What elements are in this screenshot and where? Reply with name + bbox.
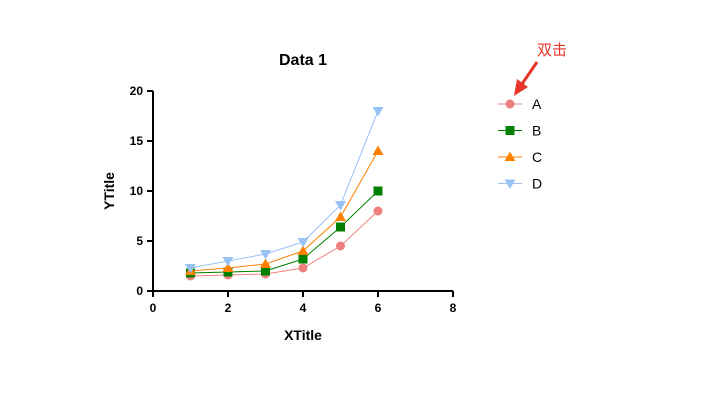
legend-label: C bbox=[532, 149, 542, 165]
x-tick-label: 6 bbox=[375, 301, 382, 315]
series-B bbox=[186, 186, 383, 278]
data-point bbox=[373, 186, 383, 196]
x-tick-label: 2 bbox=[225, 301, 232, 315]
data-point bbox=[373, 206, 383, 216]
y-tick-label: 15 bbox=[130, 134, 144, 148]
data-point bbox=[261, 266, 270, 276]
data-point bbox=[222, 257, 234, 267]
series-C bbox=[185, 145, 384, 275]
y-tick-label: 0 bbox=[136, 284, 143, 298]
legend-item-B: B bbox=[498, 123, 541, 139]
y-tick-label: 20 bbox=[130, 84, 144, 98]
legend-marker-icon bbox=[505, 126, 515, 135]
y-tick-label: 5 bbox=[136, 234, 143, 248]
series-line bbox=[190, 210, 379, 277]
legend-item-D: D bbox=[498, 176, 542, 192]
data-point bbox=[372, 145, 384, 155]
annotation-text: 双击 bbox=[537, 42, 567, 59]
data-point bbox=[298, 263, 308, 273]
x-tick-label: 8 bbox=[450, 301, 457, 315]
data-point bbox=[372, 107, 384, 117]
legend-item-C: C bbox=[498, 149, 542, 165]
data-point bbox=[335, 201, 346, 211]
series-D bbox=[185, 107, 384, 274]
legend-marker-icon bbox=[504, 179, 516, 189]
series-line bbox=[190, 150, 379, 272]
y-axis-label: YTitle bbox=[101, 172, 117, 210]
data-point bbox=[297, 238, 309, 248]
x-tick-label: 4 bbox=[300, 301, 307, 315]
x-axis-label: XTitle bbox=[284, 327, 322, 343]
data-point bbox=[336, 222, 345, 232]
legend-marker-icon bbox=[504, 151, 516, 161]
annotation-arrow-icon bbox=[514, 61, 539, 96]
data-point bbox=[297, 245, 309, 255]
data-point bbox=[336, 241, 345, 251]
series-line bbox=[190, 110, 379, 269]
legend-label: A bbox=[532, 96, 542, 112]
data-point bbox=[222, 262, 234, 272]
data-point bbox=[335, 211, 346, 221]
x-tick-label: 0 bbox=[150, 301, 157, 315]
y-tick-label: 10 bbox=[130, 184, 144, 198]
data-point bbox=[298, 254, 308, 264]
data-point bbox=[260, 258, 271, 268]
legend-item-A: A bbox=[498, 96, 542, 112]
legend-label: D bbox=[532, 176, 542, 192]
series-line bbox=[190, 190, 379, 274]
data-point bbox=[260, 250, 271, 260]
chart-title: Data 1 bbox=[279, 52, 327, 69]
data-point bbox=[185, 264, 196, 274]
legend-label: B bbox=[532, 123, 541, 139]
legend-marker-icon bbox=[505, 99, 515, 109]
